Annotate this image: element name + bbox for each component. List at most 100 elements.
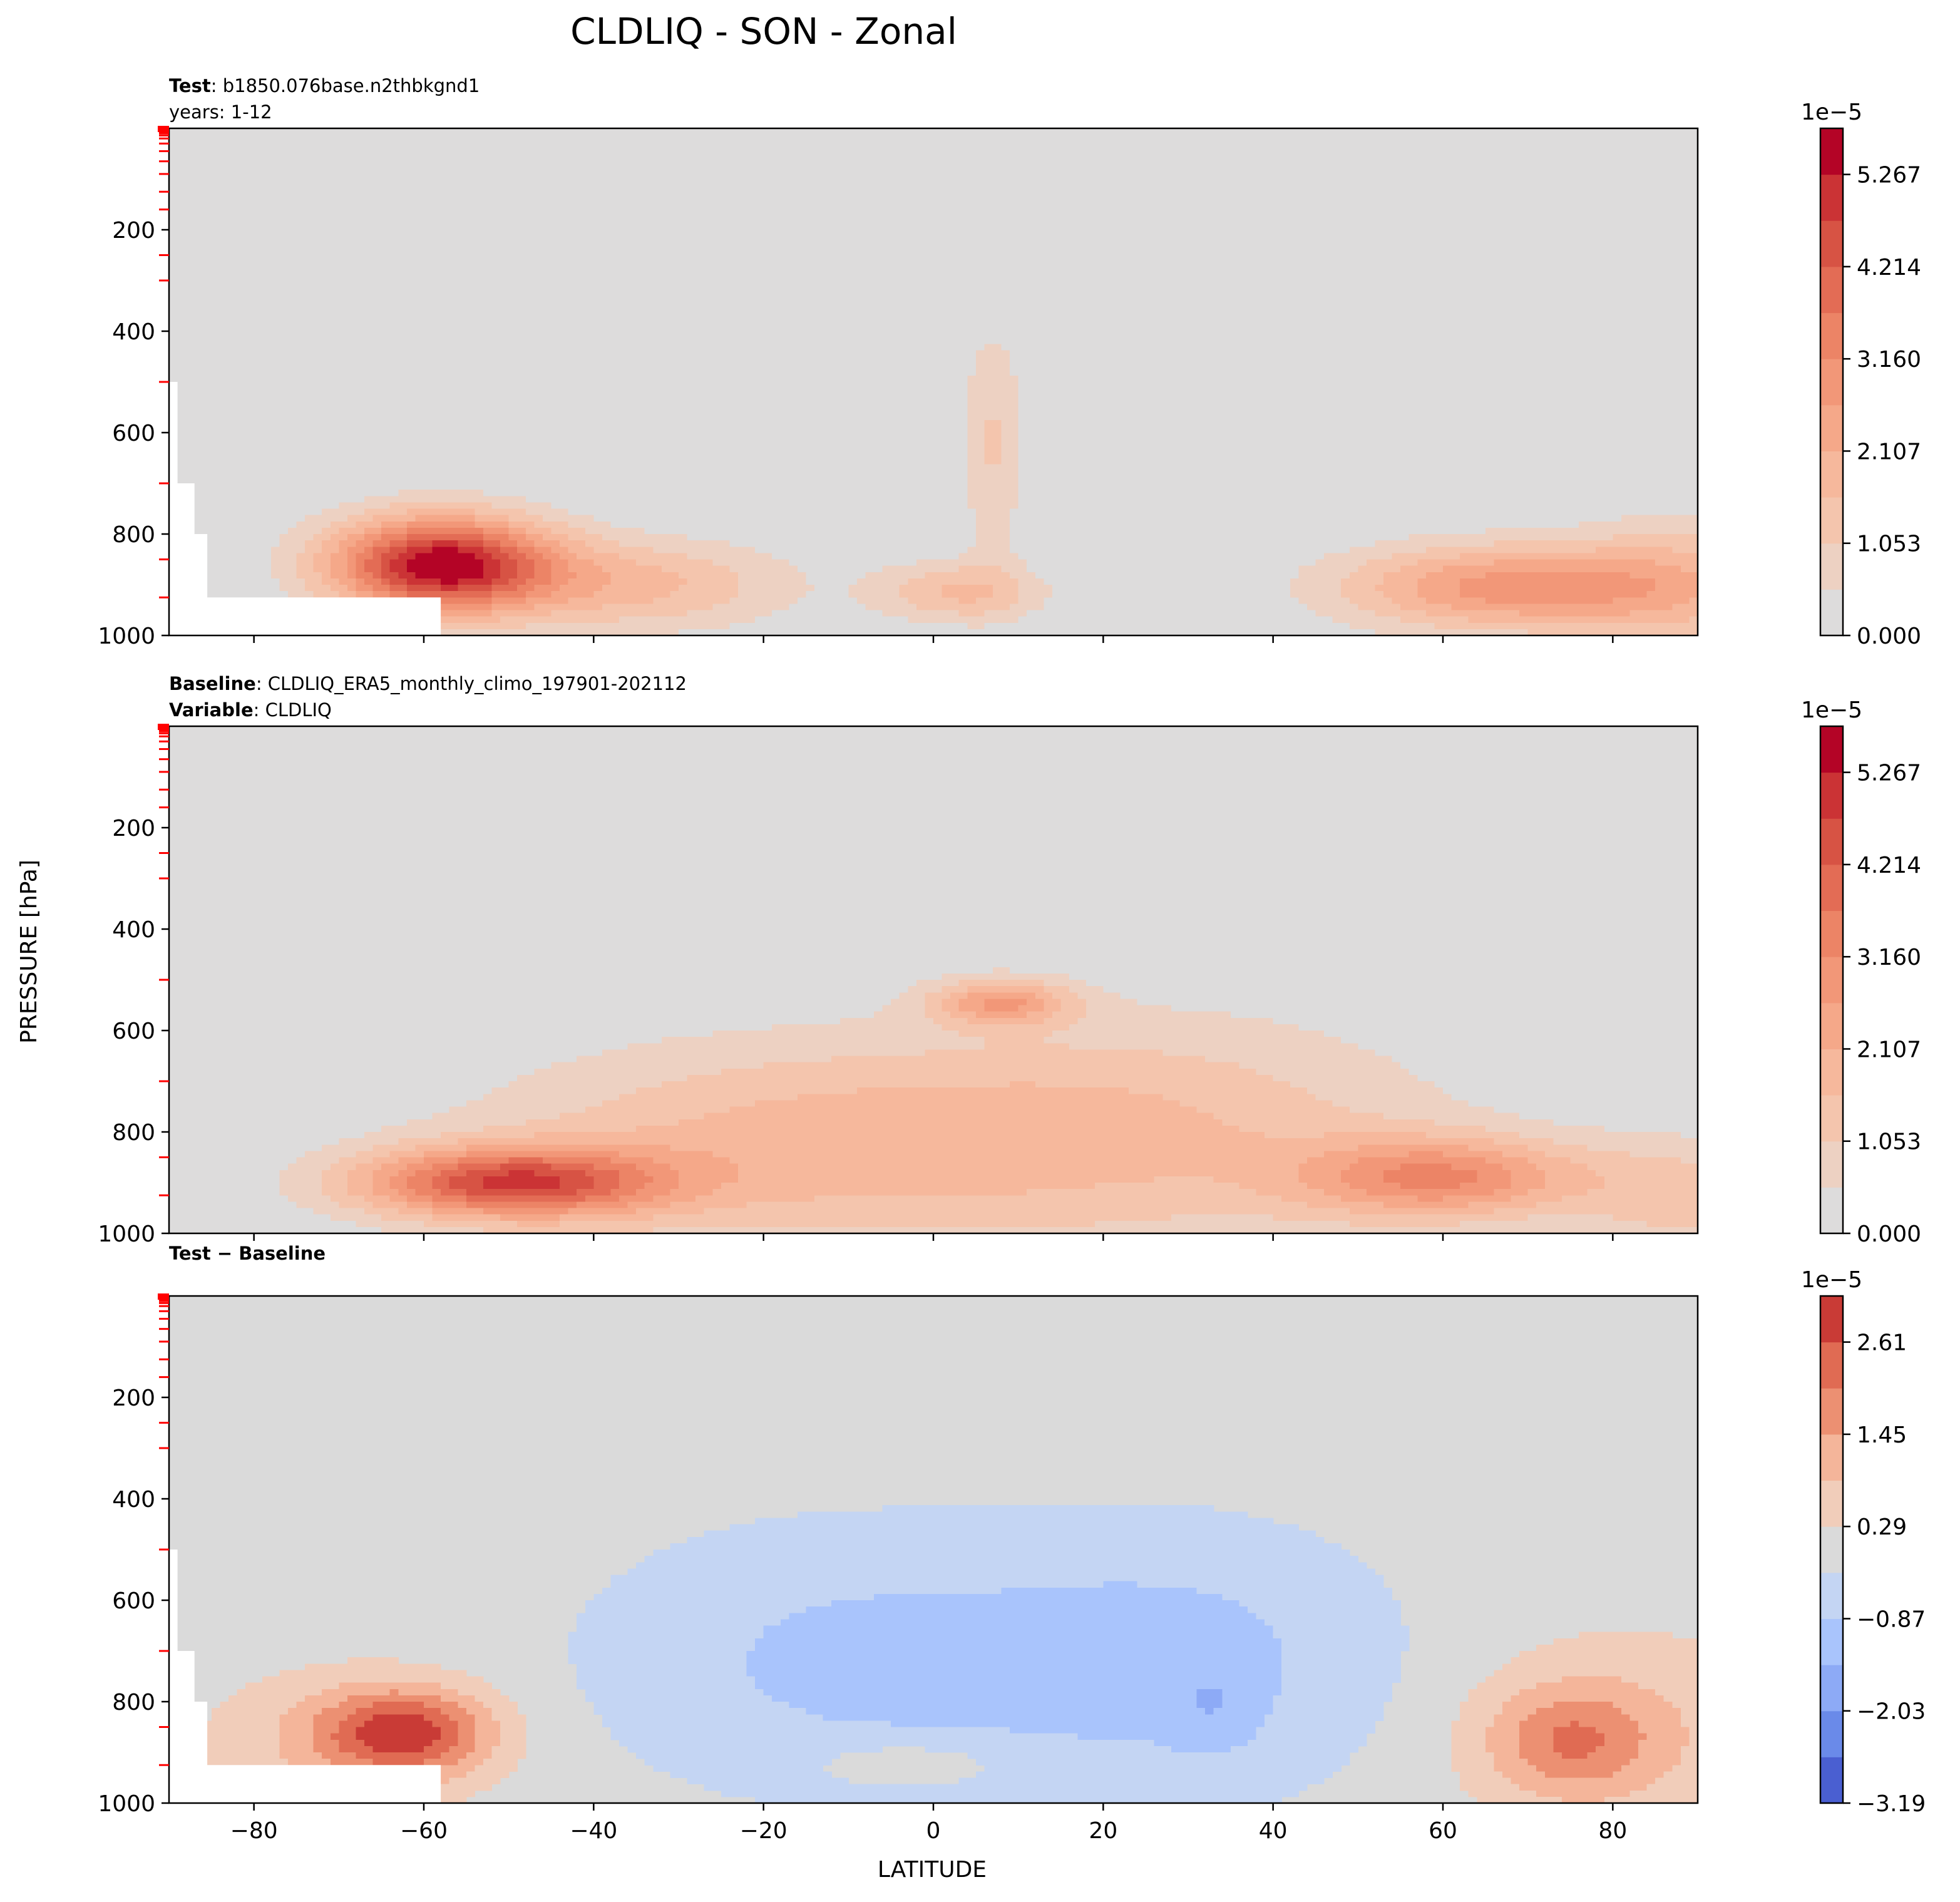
contour-cell (1689, 154, 1698, 161)
contour-cell (1392, 217, 1401, 224)
contour-cell (381, 249, 390, 255)
contour-cell (441, 179, 449, 186)
contour-cell (883, 249, 891, 255)
contour-cell (297, 242, 305, 249)
contour-cell (1469, 154, 1477, 161)
contour-cell (1333, 192, 1342, 198)
contour-cell (1485, 141, 1494, 148)
contour-cell (789, 179, 798, 186)
contour-cell (1231, 173, 1239, 180)
contour-cell (1434, 211, 1443, 218)
contour-cell (628, 185, 637, 192)
contour-cell (993, 135, 1002, 141)
contour-cell (1511, 141, 1520, 148)
contour-cell (466, 217, 475, 224)
contour-cell (1604, 128, 1613, 135)
contour-cell (1511, 173, 1520, 180)
contour-cell (764, 242, 772, 249)
contour-cell (1383, 167, 1392, 173)
contour-cell (1477, 224, 1485, 230)
contour-cell (1027, 135, 1035, 141)
contour-cell (679, 147, 687, 154)
contour-cell (1452, 242, 1460, 249)
contour-cell (169, 230, 178, 237)
contour-cell (1672, 192, 1681, 198)
contour-cell (1061, 147, 1070, 154)
contour-cell (636, 249, 645, 255)
contour-cell (1179, 205, 1188, 212)
contour-cell (1443, 141, 1452, 148)
contour-cell (1256, 185, 1265, 192)
contour-cell (1273, 255, 1282, 262)
contour-cell (1571, 128, 1579, 135)
contour-cell (1052, 242, 1061, 249)
contour-cell (857, 167, 866, 173)
contour-cell (305, 211, 314, 218)
contour-cell (1545, 205, 1554, 212)
contour-cell (1120, 147, 1129, 154)
contour-cell (552, 147, 560, 154)
contour-cell (1494, 135, 1502, 141)
contour-cell (1248, 205, 1256, 212)
contour-cell (593, 167, 602, 173)
contour-cell (662, 135, 670, 141)
contour-cell (1469, 198, 1477, 205)
contour-cell (798, 173, 806, 180)
contour-cell (729, 147, 738, 154)
contour-cell (1689, 217, 1698, 224)
contour-cell (279, 230, 288, 237)
contour-cell (356, 242, 364, 249)
contour-cell (1120, 135, 1129, 141)
contour-cell (662, 128, 670, 135)
contour-cell (764, 249, 772, 255)
contour-cell (1562, 249, 1571, 255)
contour-cell (517, 236, 526, 243)
contour-cell (806, 185, 815, 192)
contour-cell (729, 230, 738, 237)
contour-cell (1469, 211, 1477, 218)
contour-cell (967, 198, 976, 205)
contour-cell (1613, 147, 1621, 154)
contour-cell (1120, 141, 1129, 148)
contour-cell (195, 211, 203, 218)
contour-cell (568, 236, 577, 243)
contour-cell (500, 236, 509, 243)
contour-cell (1341, 128, 1350, 135)
contour-cell (398, 198, 407, 205)
contour-cell (543, 255, 552, 262)
contour-cell (1146, 192, 1154, 198)
contour-cell (840, 185, 849, 192)
contour-cell (373, 217, 382, 224)
contour-cell (441, 160, 449, 167)
contour-cell (1120, 198, 1129, 205)
contour-cell (305, 160, 314, 167)
contour-cell (1069, 160, 1078, 167)
contour-cell (1146, 198, 1154, 205)
contour-cell (543, 236, 552, 243)
contour-cell (577, 135, 585, 141)
contour-cell (1188, 255, 1197, 262)
contour-cell (687, 224, 696, 230)
contour-cell (373, 249, 382, 255)
contour-cell (865, 230, 874, 237)
contour-cell (695, 198, 704, 205)
contour-cell (1604, 198, 1613, 205)
contour-cell (840, 135, 849, 141)
contour-cell (840, 230, 849, 237)
contour-cell (1316, 255, 1325, 262)
contour-cell (1571, 160, 1579, 167)
contour-cell (1571, 154, 1579, 161)
contour-cell (662, 147, 670, 154)
contour-cell (339, 167, 347, 173)
contour-cell (220, 249, 228, 255)
contour-cell (500, 135, 509, 141)
contour-cell (195, 242, 203, 249)
contour-cell (1494, 205, 1502, 212)
contour-cell (1434, 205, 1443, 212)
contour-cell (865, 185, 874, 192)
contour-cell (1103, 198, 1112, 205)
contour-cell (305, 173, 314, 180)
contour-cell (1536, 135, 1545, 141)
contour-cell (789, 128, 798, 135)
contour-cell (628, 255, 637, 262)
